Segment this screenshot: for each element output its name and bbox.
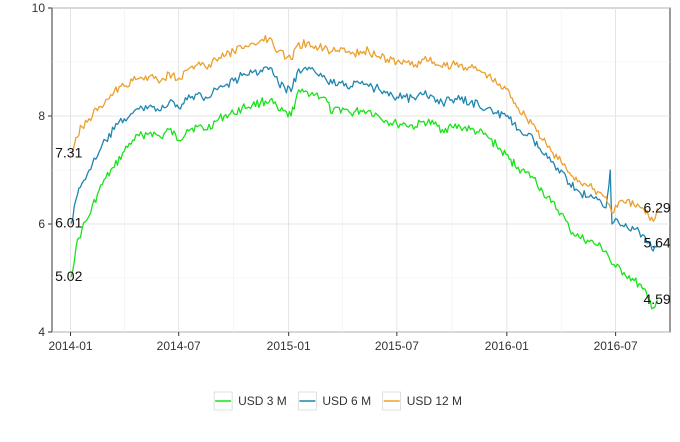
start-value-label: 5.02 xyxy=(55,268,82,284)
series-line-usd-6-m xyxy=(70,66,659,252)
y-tick-label: 6 xyxy=(38,217,45,231)
legend: USD 3 M USD 6 M USD 12 M xyxy=(213,391,462,411)
end-value-label: 5.64 xyxy=(643,234,670,250)
data-labels: 5.02 4.59 6.01 5.64 7.31 6.29 xyxy=(55,144,671,307)
series-line-usd-12-m xyxy=(70,34,659,222)
series-line-usd-3-m xyxy=(70,88,658,310)
x-tick-label: 2014-01 xyxy=(49,339,93,353)
x-tick-label: 2016-07 xyxy=(594,339,638,353)
legend-label: USD 3 M xyxy=(238,394,287,408)
axes: 4 6 8 10 2014-01 2014-07 2015-01 2015-07 2016-01… xyxy=(32,1,638,353)
end-value-label: 6.29 xyxy=(643,199,670,215)
end-value-label: 4.59 xyxy=(643,291,670,307)
x-tick-label: 2015-01 xyxy=(267,339,311,353)
y-tick-label: 10 xyxy=(32,1,46,15)
x-tick-label: 2016-01 xyxy=(485,339,529,353)
start-value-label: 7.31 xyxy=(55,144,82,160)
legend-label: USD 6 M xyxy=(322,394,371,408)
y-tick-label: 8 xyxy=(38,109,45,123)
x-tick-label: 2014-07 xyxy=(157,339,201,353)
y-tick-label: 4 xyxy=(38,325,45,339)
x-tick-label: 2015-07 xyxy=(375,339,419,353)
legend-label: USD 12 M xyxy=(407,394,462,408)
series-lines xyxy=(70,34,659,310)
start-value-label: 6.01 xyxy=(55,214,82,230)
